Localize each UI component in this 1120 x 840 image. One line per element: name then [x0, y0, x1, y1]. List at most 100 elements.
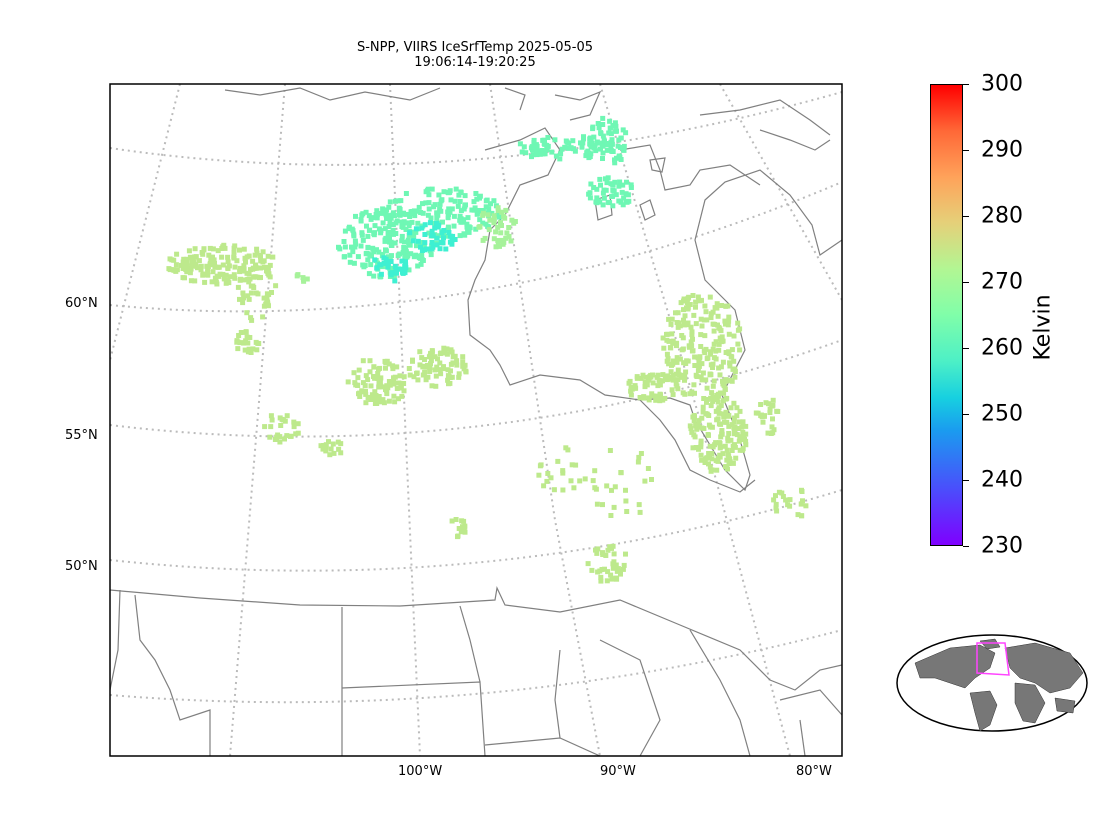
colorbar-tick-mark: [963, 348, 969, 349]
ice-pixel: [675, 377, 681, 383]
ice-pixel: [215, 248, 221, 254]
ice-pixel: [221, 242, 227, 248]
ice-pixel: [355, 254, 361, 260]
ice-pixel: [237, 296, 242, 302]
ice-pixel: [572, 148, 578, 154]
ice-pixel: [493, 229, 499, 235]
ice-pixel: [709, 390, 715, 396]
ice-pixel: [695, 294, 701, 300]
ice-pixel: [674, 320, 680, 325]
ice-pixel: [407, 220, 412, 226]
ice-pixel: [264, 291, 270, 297]
colorbar-tick-mark: [963, 480, 969, 481]
ice-pixel: [707, 443, 713, 449]
ice-pixel: [434, 364, 440, 370]
ice-pixel: [573, 462, 579, 468]
ice-pixel: [383, 212, 389, 218]
ice-pixel: [441, 345, 447, 351]
ice-pixel: [608, 125, 614, 131]
ice-pixel: [699, 323, 705, 329]
ice-pixel: [664, 337, 670, 343]
ice-pixel: [380, 220, 386, 226]
ice-pixel: [462, 523, 468, 529]
ice-pixel: [620, 202, 626, 208]
ice-pixel: [359, 230, 365, 236]
ice-pixel: [609, 148, 615, 154]
ice-pixel: [399, 258, 405, 264]
ice-pixel: [411, 374, 417, 380]
ice-pixel: [530, 152, 536, 158]
ice-pixel: [363, 391, 369, 397]
ice-pixel: [636, 454, 642, 460]
ice-pixel: [369, 392, 375, 398]
ice-pixel: [428, 361, 433, 367]
ice-pixel: [690, 414, 696, 420]
ice-pixel: [427, 369, 433, 374]
ice-pixel: [420, 201, 425, 207]
ice-pixel: [184, 256, 190, 262]
ice-pixel: [377, 379, 383, 385]
ice-pixel: [374, 212, 380, 218]
ice-pixel: [392, 263, 398, 269]
ice-pixel: [679, 347, 685, 353]
ice-surface-temperature-layer: [166, 115, 809, 584]
ice-pixel: [800, 498, 805, 504]
ice-pixel: [495, 205, 501, 211]
ice-pixel: [696, 359, 702, 365]
ice-pixel: [202, 279, 208, 285]
ice-pixel: [351, 233, 357, 239]
ice-pixel: [723, 409, 729, 415]
ice-pixel: [397, 206, 403, 212]
ice-pixel: [743, 442, 749, 448]
ice-pixel: [366, 227, 372, 233]
ice-pixel: [445, 189, 451, 195]
ice-pixel: [722, 443, 728, 449]
ice-pixel: [758, 402, 764, 407]
ice-pixel: [371, 364, 377, 370]
ice-pixel: [422, 357, 427, 362]
ice-pixel: [717, 390, 723, 396]
ice-pixel: [420, 372, 426, 378]
ice-pixel: [692, 354, 698, 360]
ice-pixel: [464, 221, 470, 227]
ice-pixel: [459, 518, 465, 524]
ice-pixel: [445, 215, 451, 221]
ice-pixel: [406, 366, 412, 371]
ice-pixel: [609, 193, 615, 199]
ice-pixel: [799, 513, 805, 519]
ice-pixel: [623, 498, 629, 504]
ice-pixel: [241, 295, 247, 301]
ice-pixel: [598, 578, 604, 584]
ice-pixel: [323, 444, 329, 450]
ice-pixel: [480, 220, 486, 226]
ice-pixel: [385, 261, 391, 267]
map-frame: [109, 83, 843, 757]
ice-pixel: [397, 212, 403, 218]
ice-pixel: [545, 135, 551, 140]
ice-pixel: [330, 441, 336, 447]
lat-label-60: 60°N: [65, 296, 98, 311]
ice-pixel: [237, 277, 243, 283]
ice-pixel: [180, 266, 186, 271]
ice-pixel: [600, 190, 606, 196]
ice-pixel: [660, 372, 666, 378]
ice-pixel: [727, 360, 733, 366]
ice-pixel: [461, 231, 467, 237]
ice-pixel: [726, 431, 732, 436]
ice-pixel: [214, 273, 220, 279]
ice-pixel: [461, 366, 467, 372]
ice-pixel: [702, 460, 708, 465]
ice-pixel: [173, 262, 179, 268]
ice-pixel: [683, 361, 689, 366]
ice-pixel: [614, 568, 620, 574]
ice-pixel: [617, 179, 623, 185]
ice-pixel: [509, 217, 515, 223]
colorbar-tick-mark: [963, 282, 969, 283]
ice-pixel: [375, 371, 381, 376]
ice-pixel: [255, 291, 261, 297]
ice-pixel: [331, 450, 337, 456]
ice-pixel: [708, 311, 714, 317]
ice-pixel: [692, 363, 698, 368]
ice-pixel: [376, 249, 382, 255]
ice-pixel: [710, 361, 716, 367]
